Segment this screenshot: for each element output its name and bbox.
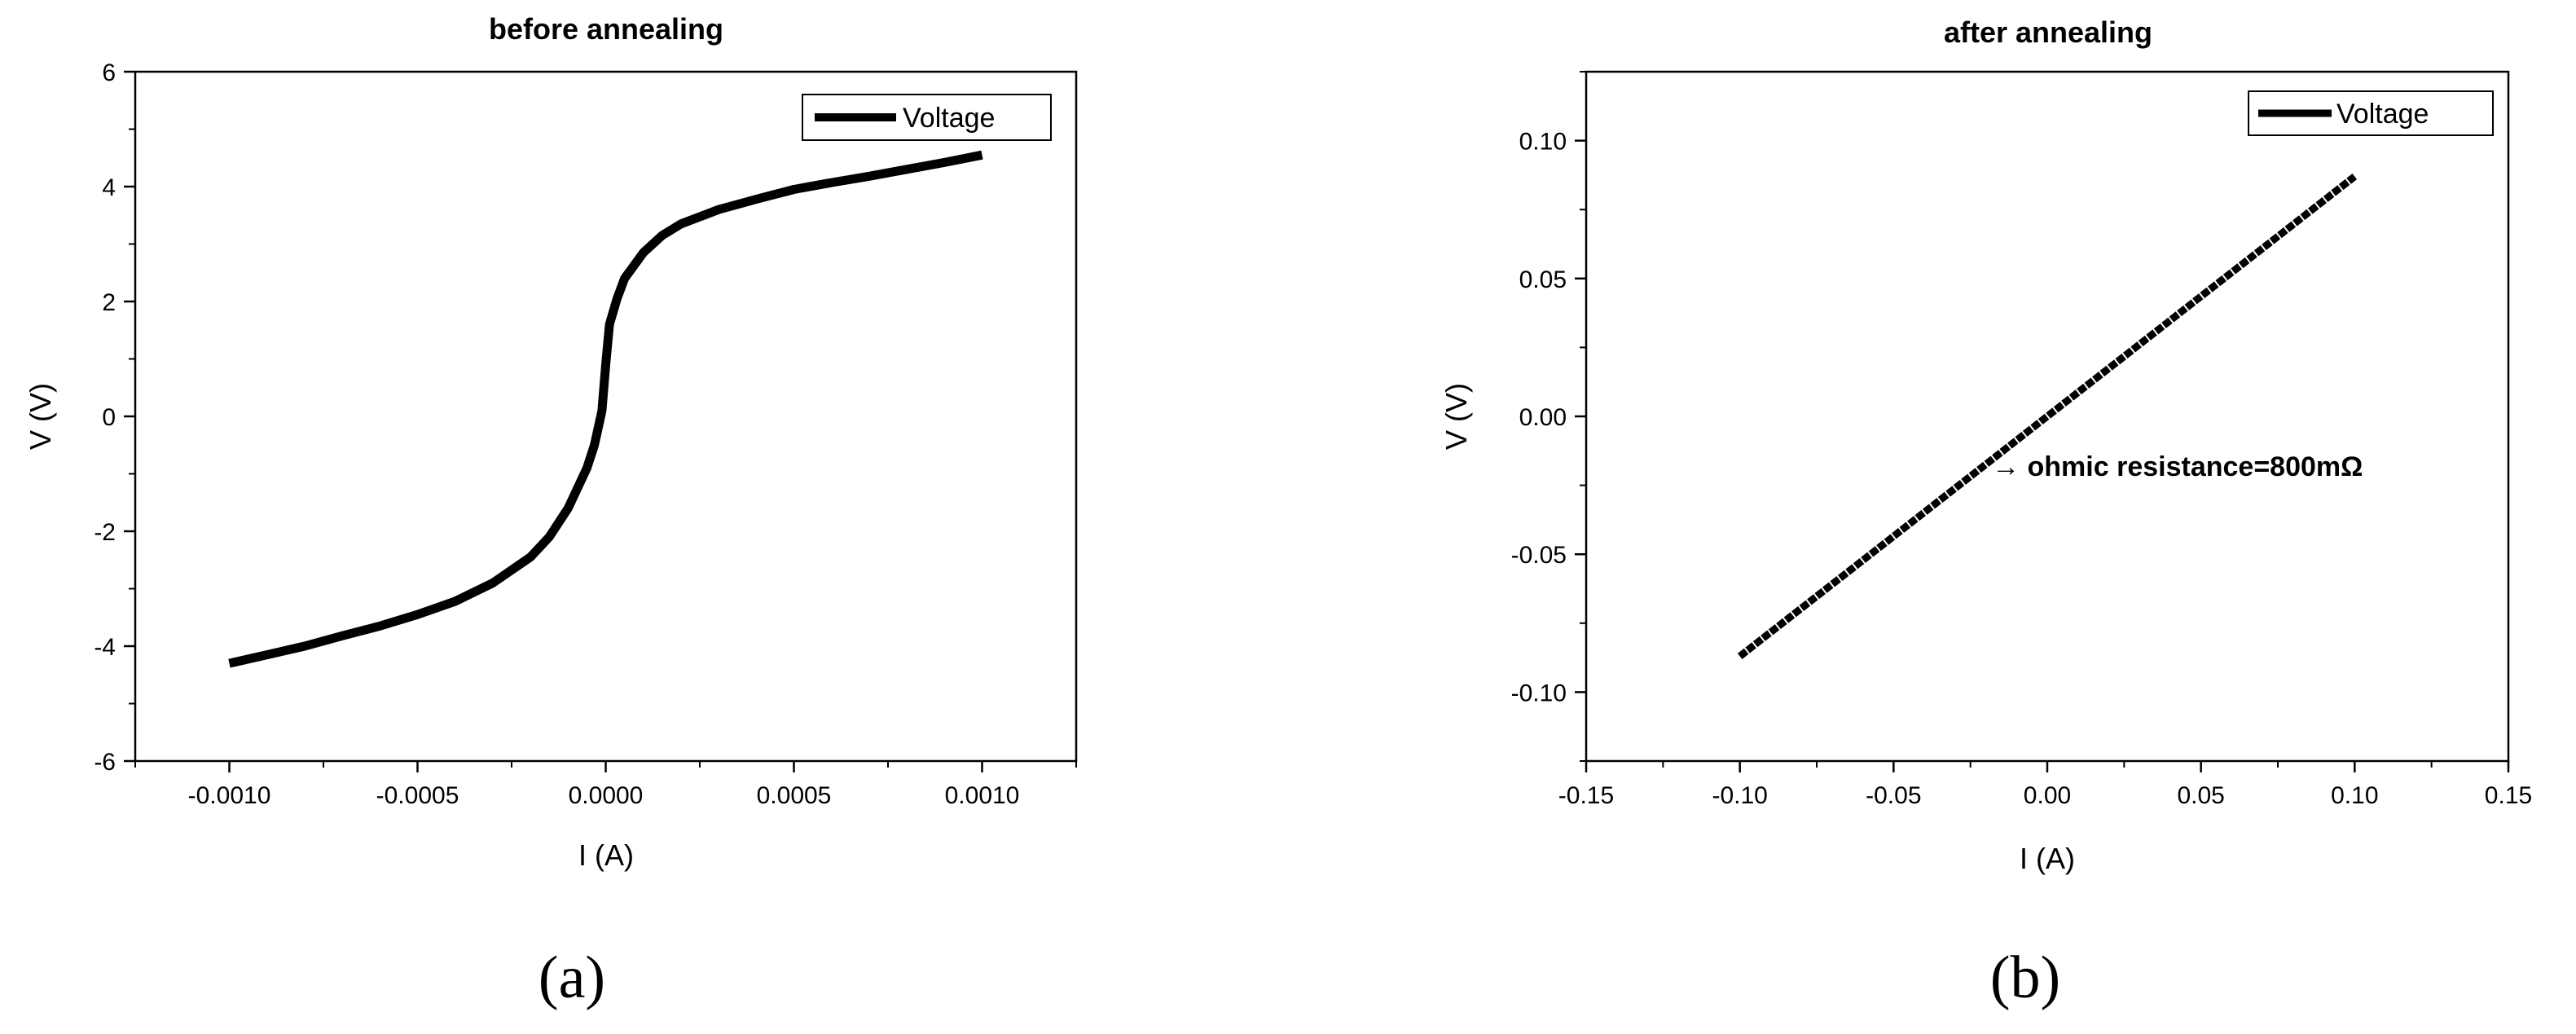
chart-b-x-tick-label: 0.00 — [2024, 782, 2071, 809]
chart-b-x-tick-label: -0.10 — [1712, 782, 1767, 809]
chart-b-x-tick-label: 0.15 — [2485, 782, 2532, 809]
chart-b-legend: Voltage — [2248, 90, 2494, 136]
chart-a-plot-frame — [134, 70, 1078, 763]
chart-a-y-tick-label: 0 — [102, 404, 116, 431]
chart-a-series-voltage — [228, 150, 983, 668]
chart-b-title: after annealing — [1944, 15, 2152, 49]
chart-a-x-tick-label: 0.0000 — [569, 782, 644, 809]
chart-b-y-tick-label: 0.05 — [1519, 266, 1567, 293]
chart-a-x-label: I (A) — [578, 838, 634, 872]
chart-b-plot-frame — [1585, 70, 2510, 763]
chart-a-title: before annealing — [489, 12, 723, 46]
chart-b-y-label: V (V) — [1440, 383, 1473, 450]
chart-a-y-label: V (V) — [24, 383, 57, 450]
chart-b-x-tick-label: 0.10 — [2331, 782, 2378, 809]
chart-b-y-axis: -0.10 -0.05 0.00 0.05 0.10 — [1511, 71, 1586, 762]
chart-b-y-tick-label: 0.10 — [1519, 129, 1567, 156]
chart-b-x-label: I (A) — [2020, 842, 2075, 875]
chart-b-x-tick-label: -0.15 — [1558, 782, 1614, 809]
chart-b-annotation: → ohmic resistance=800mΩ — [1992, 451, 2363, 482]
chart-b-x-tick-label: -0.05 — [1866, 782, 1921, 809]
chart-b-y-tick-label: -0.10 — [1511, 680, 1567, 706]
chart-a-panel-label: (a) — [538, 944, 605, 1011]
chart-b-x-tick-label: 0.05 — [2177, 782, 2224, 809]
chart-panel-a: before annealing -0.0010 -0.0005 0.0000 0.0… — [24, 12, 1078, 1011]
chart-a-x-tick-label: -0.0010 — [188, 782, 271, 809]
chart-a-x-tick-label: 0.0010 — [945, 782, 1020, 809]
chart-b-panel-label: (b) — [1990, 944, 2060, 1011]
chart-a-x-tick-label: -0.0005 — [376, 782, 459, 809]
chart-a-legend: Voltage — [802, 94, 1052, 141]
chart-a-y-tick-label: -6 — [94, 749, 116, 776]
chart-panel-b: after annealing -0.15 -0.10 -0.05 0.00 0.05 0… — [1440, 15, 2532, 1011]
chart-b-legend-label: Voltage — [2336, 99, 2429, 130]
chart-a-y-tick-label: -4 — [94, 634, 116, 661]
chart-a-y-axis: -6 -4 -2 0 2 4 6 — [94, 59, 135, 776]
chart-b-x-axis: -0.15 -0.10 -0.05 0.00 0.05 0.10 0.15 — [1558, 761, 2532, 809]
chart-a-y-tick-label: 4 — [102, 174, 116, 201]
chart-a-x-axis: -0.0010 -0.0005 0.0000 0.0005 0.0010 — [134, 761, 1077, 809]
chart-a-legend-label: Voltage — [903, 103, 995, 134]
chart-a-y-tick-label: 6 — [102, 59, 116, 86]
chart-a-y-tick-label: -2 — [94, 519, 116, 546]
chart-a-x-tick-label: 0.0005 — [757, 782, 832, 809]
chart-b-y-tick-label: 0.00 — [1519, 404, 1567, 431]
chart-b-y-tick-label: -0.05 — [1511, 542, 1567, 569]
chart-b-series-voltage — [1737, 174, 2358, 659]
chart-a-y-tick-label: 2 — [102, 289, 116, 316]
